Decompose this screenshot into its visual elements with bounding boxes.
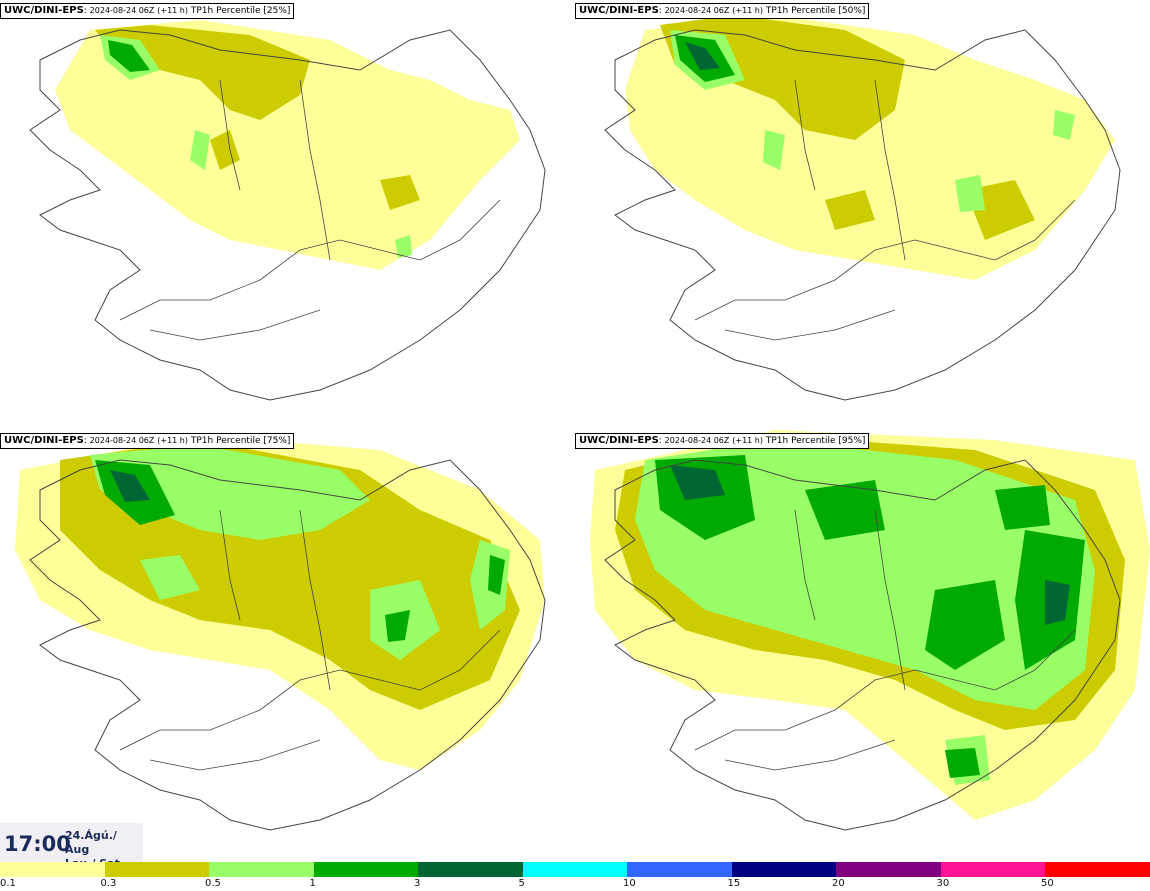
percentile-label: [50%]	[838, 6, 866, 16]
panel-header: UWC/DINI-EPS: 2024-08-24 06Z (+11 h) TP1…	[0, 433, 295, 449]
coastline	[29, 459, 546, 831]
panel-header: UWC/DINI-EPS: 2024-08-24 06Z (+11 h) TP1…	[575, 433, 870, 449]
lead-time: (+11 h)	[157, 6, 188, 15]
lead-time: (+11 h)	[732, 6, 763, 15]
field-name: TP1h Percentile	[190, 6, 261, 16]
legend-label: 3	[414, 878, 421, 889]
legend-label: 0.1	[0, 878, 16, 889]
field-name: TP1h Percentile	[765, 436, 836, 446]
run-time: 2024-08-24 06Z	[89, 6, 155, 15]
iceland-map-p25	[29, 20, 546, 401]
iceland-map-p95	[590, 430, 1150, 831]
model-name: UWC/DINI-EPS	[579, 435, 659, 446]
iceland-map-p50	[604, 15, 1121, 401]
legend-label: 15	[727, 878, 741, 889]
lead-time: (+11 h)	[157, 436, 188, 445]
run-time: 2024-08-24 06Z	[664, 436, 730, 445]
legend-swatch	[940, 862, 1045, 877]
panel-header: UWC/DINI-EPS: 2024-08-24 06Z (+11 h) TP1…	[0, 3, 295, 19]
lead-time: (+11 h)	[732, 436, 763, 445]
legend-label: 30	[936, 878, 950, 889]
legend-swatch	[627, 862, 732, 877]
legend-swatch	[836, 862, 941, 877]
legend-label: 10	[623, 878, 636, 889]
legend-label: 50	[1041, 878, 1054, 889]
field-name: TP1h Percentile	[765, 6, 836, 16]
valid-date-line1: 24.Ágú./ Aug	[65, 829, 117, 856]
legend-swatch	[0, 862, 105, 877]
color-legend: 0.1 0.3 0.5 1 3 5 10 15 20 30 50	[0, 862, 1150, 891]
legend-swatch	[418, 862, 523, 877]
legend-swatch	[1045, 862, 1150, 877]
legend-label: 5	[518, 878, 525, 889]
legend-swatch	[522, 862, 627, 877]
run-time: 2024-08-24 06Z	[664, 6, 730, 15]
legend-label: 0.3	[100, 878, 117, 889]
legend-swatch	[313, 862, 418, 877]
map-panel-p25: UWC/DINI-EPS: 2024-08-24 06Z (+11 h) TP1…	[0, 0, 575, 430]
precip-field	[625, 15, 1115, 280]
valid-time-box: 17:00 24.Ágú./ Aug Lau./ Sat	[0, 823, 143, 870]
map-panel-p95: UWC/DINI-EPS: 2024-08-24 06Z (+11 h) TP1…	[575, 430, 1150, 860]
precip-field	[590, 430, 1150, 820]
run-time: 2024-08-24 06Z	[89, 436, 155, 445]
legend-swatch	[209, 862, 314, 877]
map-panel-p75: UWC/DINI-EPS: 2024-08-24 06Z (+11 h) TP1…	[0, 430, 575, 860]
precip-field	[15, 435, 545, 770]
coastline	[604, 459, 1121, 831]
legend-label: 20	[832, 878, 845, 889]
precip-field	[55, 20, 520, 270]
legend-swatch	[104, 862, 209, 877]
legend-label: 0.5	[205, 878, 221, 889]
percentile-label: [95%]	[838, 436, 866, 446]
coastline	[604, 29, 1121, 401]
model-name: UWC/DINI-EPS	[4, 5, 84, 16]
percentile-label: [25%]	[263, 6, 291, 16]
legend-label: 1	[309, 878, 316, 889]
model-name: UWC/DINI-EPS	[579, 5, 659, 16]
panel-header: UWC/DINI-EPS: 2024-08-24 06Z (+11 h) TP1…	[575, 3, 870, 19]
percentile-label: [75%]	[263, 436, 291, 446]
model-name: UWC/DINI-EPS	[4, 435, 84, 446]
legend-bar	[0, 862, 1150, 877]
map-panel-p50: UWC/DINI-EPS: 2024-08-24 06Z (+11 h) TP1…	[575, 0, 1150, 430]
field-name: TP1h Percentile	[190, 436, 261, 446]
iceland-map-p75	[15, 435, 546, 831]
legend-swatch	[731, 862, 836, 877]
coastline	[29, 29, 546, 401]
valid-time: 17:00	[4, 832, 71, 856]
